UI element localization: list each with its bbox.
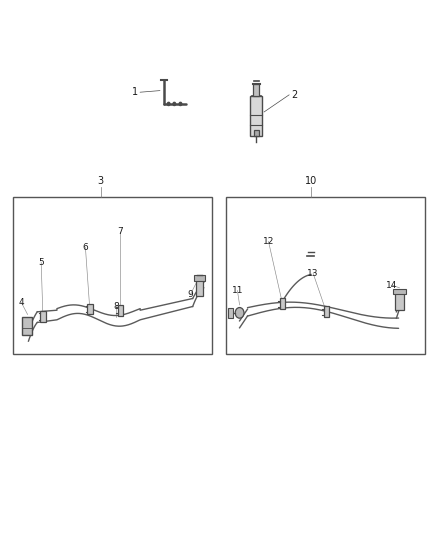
Bar <box>13 197 212 354</box>
Text: 10: 10 <box>305 176 317 186</box>
Bar <box>228 308 233 318</box>
Bar <box>393 289 406 294</box>
Text: 2: 2 <box>291 90 297 100</box>
Text: 5: 5 <box>38 258 44 266</box>
Bar <box>254 130 259 136</box>
Text: 8: 8 <box>113 302 119 311</box>
Text: 13: 13 <box>307 269 319 278</box>
Circle shape <box>179 102 182 106</box>
Bar <box>280 298 285 309</box>
Text: 4: 4 <box>19 298 24 307</box>
Bar <box>324 306 329 317</box>
Bar <box>22 317 32 335</box>
Text: 6: 6 <box>82 243 88 252</box>
Circle shape <box>173 102 176 106</box>
Bar <box>40 311 46 322</box>
Text: 11: 11 <box>232 286 243 295</box>
Bar <box>253 84 259 96</box>
Text: 1: 1 <box>132 87 138 97</box>
Text: 9: 9 <box>187 290 194 298</box>
Bar <box>226 197 425 354</box>
Circle shape <box>235 308 244 318</box>
Text: 7: 7 <box>117 228 124 236</box>
Text: 3: 3 <box>98 176 104 186</box>
Bar <box>118 305 123 316</box>
Bar <box>194 275 205 281</box>
Bar <box>87 304 92 314</box>
Text: 12: 12 <box>263 237 274 246</box>
Bar <box>250 96 262 136</box>
Circle shape <box>167 102 170 106</box>
Bar <box>395 290 404 310</box>
Text: 14: 14 <box>386 281 398 289</box>
Bar <box>196 277 203 296</box>
